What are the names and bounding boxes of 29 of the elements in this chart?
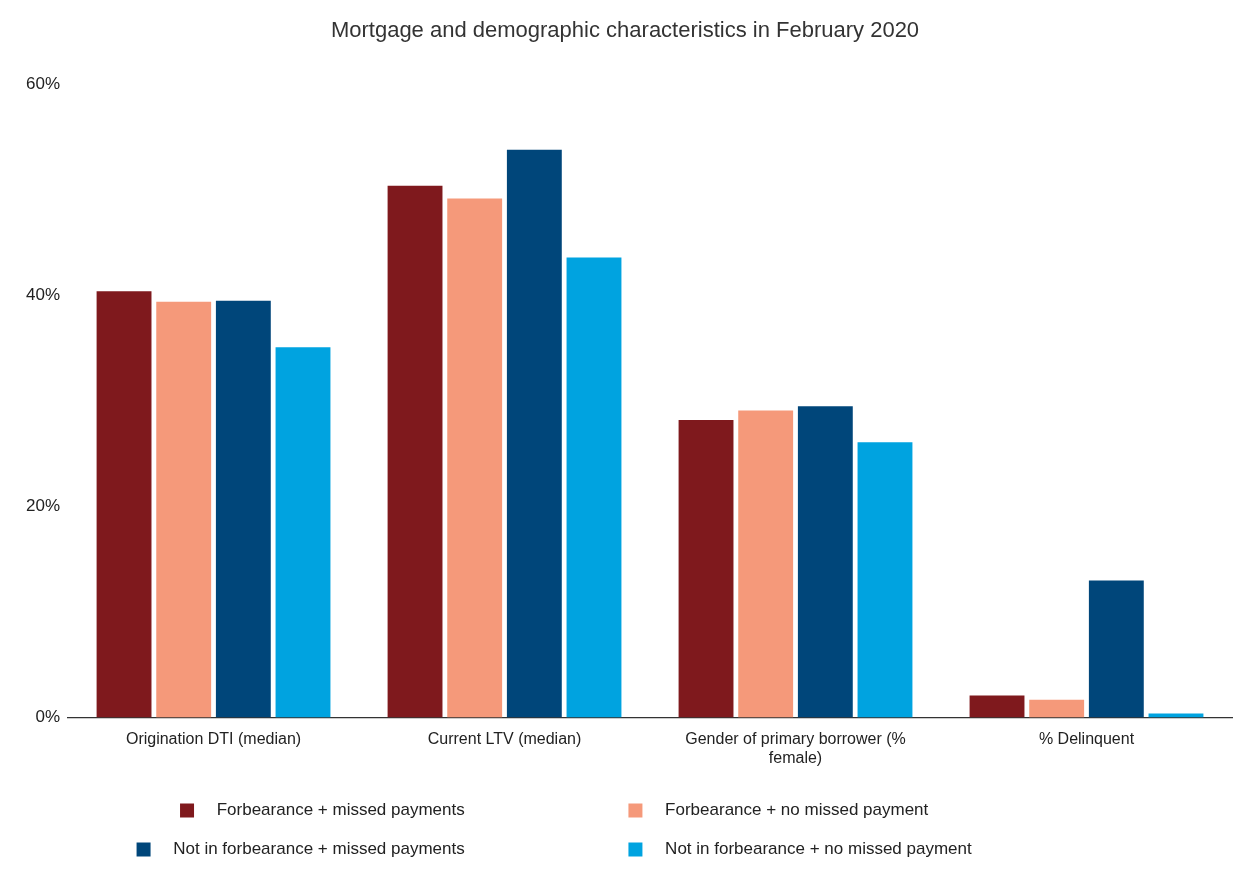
bar [506, 149, 562, 718]
bar [156, 301, 212, 718]
bar [275, 347, 331, 718]
x-tick-label: Current LTV (median) [427, 729, 582, 747]
bar [857, 442, 913, 718]
x-tick-label: Origination DTI (median) [125, 729, 302, 747]
bar [969, 695, 1025, 718]
legend-label: Forbearance + missed payments [202, 800, 607, 820]
bar [96, 291, 152, 718]
legend-label: Not in forbearance + no missed payment [650, 839, 1114, 859]
bar [678, 420, 734, 718]
chart-title: Mortgage and demographic characteristics in February 2020 [330, 17, 920, 43]
y-tick-label: 60% [25, 74, 61, 94]
y-tick-label: 20% [25, 496, 61, 516]
legend-label: Forbearance + no missed payment [650, 800, 1070, 820]
bar [447, 198, 503, 718]
bar [1088, 580, 1144, 718]
bar [1148, 713, 1204, 718]
y-tick-label: 0% [35, 707, 61, 727]
x-tick-label: Gender of primary borrower (% female) [685, 729, 906, 766]
bar [215, 300, 271, 718]
legend-label: Not in forbearance + missed payments [159, 839, 607, 859]
y-tick-label: 40% [25, 285, 61, 305]
bar [387, 185, 443, 718]
bar [566, 257, 622, 718]
bar [797, 406, 853, 718]
x-tick-label: % Delinquent [1038, 729, 1135, 747]
bar [738, 410, 794, 718]
bar [1029, 699, 1085, 718]
